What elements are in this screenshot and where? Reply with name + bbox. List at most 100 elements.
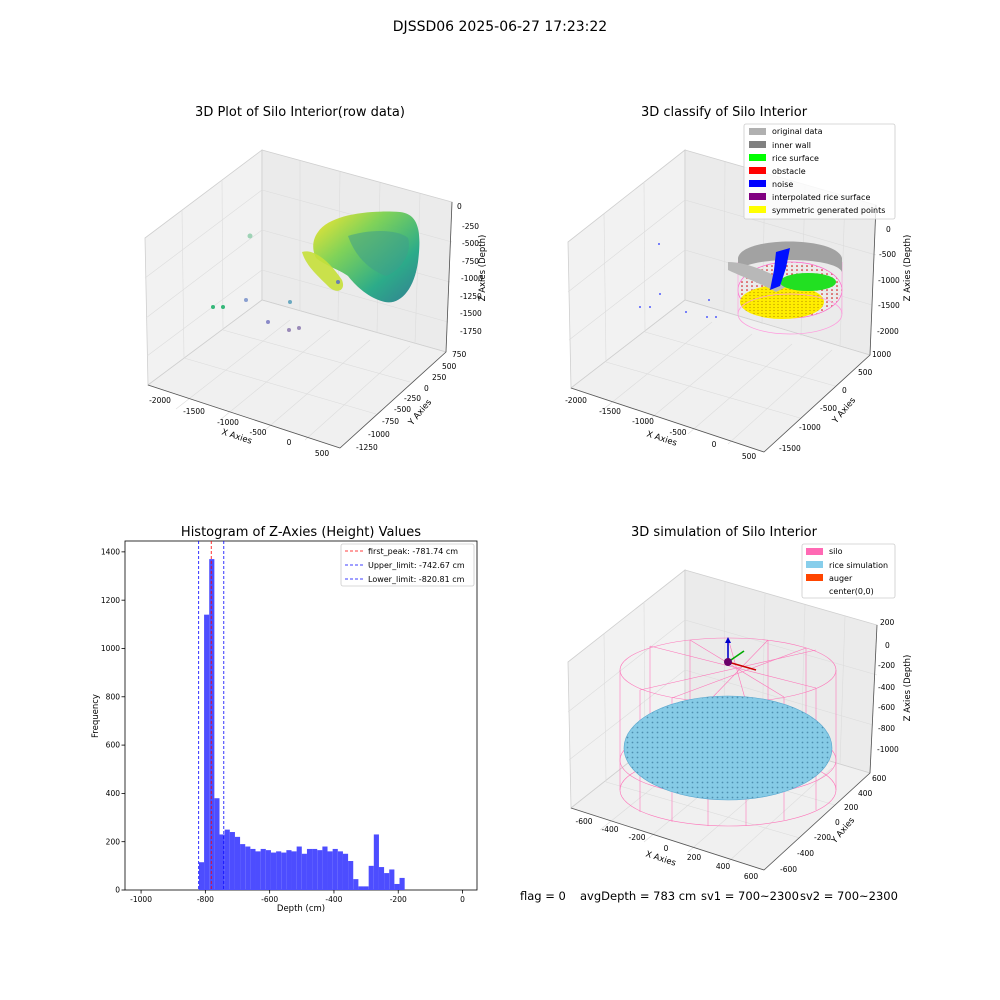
histogram-bar — [399, 877, 405, 890]
y-axis-line — [763, 354, 871, 453]
legend-label: center(0,0) — [829, 587, 874, 596]
histogram-bars — [198, 559, 405, 890]
histogram-bar — [378, 867, 385, 890]
x-tick-label: 0 — [712, 440, 717, 449]
z-tick-label: -200 — [878, 661, 895, 670]
x-tick-label: 0 — [287, 438, 292, 447]
z-tick-label: -750 — [462, 257, 479, 266]
legend-label: Upper_limit: -742.67 cm — [368, 561, 465, 570]
histogram-bar — [301, 853, 307, 890]
legend-box — [743, 123, 896, 220]
x-tick-label: 500 — [315, 449, 330, 458]
y-tick-label: 400 — [858, 789, 873, 798]
x-tick-label: 600 — [744, 872, 759, 881]
histogram-bar — [306, 848, 313, 890]
histogram-bar — [265, 850, 271, 890]
z-tick-label: -500 — [879, 250, 896, 259]
panel-title: 3D Plot of Silo Interior(row data) — [195, 105, 405, 120]
rice-surface-cloud — [780, 273, 836, 291]
legend-box — [801, 543, 896, 599]
y-tick-label: 500 — [858, 368, 873, 377]
x-tick-label: -500 — [249, 428, 266, 437]
legend-swatch — [749, 154, 766, 161]
z-tick-label: -1500 — [878, 301, 900, 310]
histogram-bar — [234, 836, 241, 890]
auger-axis-x — [727, 661, 757, 671]
y-tick-label: -1000 — [368, 430, 390, 439]
x-tick-label: -200 — [628, 833, 645, 842]
panel-simulation: 3D simulation of Silo Interior — [567, 525, 913, 881]
legend-label: Lower_limit: -820.81 cm — [368, 575, 465, 584]
z-tick-label: -1000 — [877, 745, 899, 754]
z-tick-label: -800 — [878, 724, 895, 733]
histogram-bar — [270, 852, 277, 890]
legend: silo rice simulation auger center(0,0) — [801, 543, 896, 599]
y-tick-label: -750 — [382, 417, 399, 426]
legend-label: inner wall — [772, 141, 811, 150]
y-tick-label: 200 — [844, 803, 859, 812]
z-tick-label: 0 — [457, 202, 462, 211]
classified-points — [639, 241, 843, 335]
z-tick-label: -1500 — [460, 309, 482, 318]
z-axis-line — [869, 624, 878, 774]
y-tick-label: 600 — [872, 774, 887, 783]
panel-title: Histogram of Z-Axies (Height) Values — [181, 525, 421, 540]
left-arm-cloud — [302, 251, 344, 291]
legend-swatch — [749, 180, 766, 187]
panel-title: 3D simulation of Silo Interior — [631, 525, 818, 540]
x-tick-label: -800 — [197, 895, 214, 904]
x-ticks: -2000 -1500 -1000 -500 0 500 — [565, 396, 756, 461]
x-tick-label: -1000 — [632, 417, 654, 426]
histogram-bar — [312, 848, 318, 890]
histogram-bar — [260, 848, 266, 890]
x-axis-line — [570, 807, 765, 871]
histogram-bar — [337, 851, 343, 890]
y-tick-label: 1000 — [101, 644, 120, 653]
y-axis-line — [763, 772, 871, 871]
z-tick-label: -2000 — [877, 327, 899, 336]
status-sv2: sv2 = 700~2300 — [800, 889, 898, 903]
plot-area — [124, 540, 478, 891]
z-axis-label: Z Axies (Depth) — [478, 235, 488, 302]
legend-label: original data — [772, 127, 823, 136]
legend-label: rice surface — [772, 154, 819, 163]
legend-label: interpolated rice surface — [772, 193, 870, 202]
x-tick-label: -400 — [325, 895, 342, 904]
x-axis-label: X Axies — [644, 849, 677, 868]
x-axis-line — [147, 384, 341, 449]
z-axis-line — [445, 201, 453, 353]
x-tick-label: 500 — [742, 452, 757, 461]
histogram-bar — [255, 851, 261, 890]
scatter-outliers — [211, 233, 340, 332]
legend-box — [340, 543, 475, 587]
z-tick-label: -1000 — [878, 276, 900, 285]
y-tick-label: -200 — [814, 833, 831, 842]
x-tick-label: 0 — [460, 895, 465, 904]
auger-marker — [724, 637, 757, 671]
histogram-bar — [281, 852, 287, 890]
panel-raw-data: 3D Plot of Silo Interior(row data) — [144, 105, 488, 458]
z-tick-label: 200 — [880, 618, 895, 627]
x-tick-label: -600 — [261, 895, 278, 904]
y-axis-line — [339, 351, 447, 449]
z-ticks: 0 -500 -1000 -1500 -2000 — [877, 225, 900, 336]
histogram-bar — [240, 844, 246, 890]
z-tick-label: 0 — [886, 225, 891, 234]
raw-point-cloud — [211, 211, 420, 332]
axes-box — [144, 149, 453, 449]
legend-label: silo — [829, 547, 843, 556]
x-axis-label: Depth (cm) — [277, 904, 325, 914]
status-avg-depth: avgDepth = 783 cm — [580, 889, 697, 903]
histogram-bar — [389, 869, 395, 890]
z-axis-label: Z Axies (Depth) — [903, 235, 913, 302]
y-tick-label: -500 — [820, 404, 837, 413]
z-tick-label: -500 — [462, 239, 479, 248]
x-tick-label: 400 — [716, 862, 731, 871]
legend-swatch — [749, 141, 766, 148]
histogram-bar — [363, 886, 369, 890]
y-tick-label: 0 — [842, 386, 847, 395]
y-tick-label: -500 — [394, 405, 411, 414]
legend: first_peak: -781.74 cm Upper_limit: -742… — [340, 543, 475, 587]
status-flag: flag = 0 — [520, 889, 566, 903]
y-tick-label: 0 — [424, 384, 429, 393]
